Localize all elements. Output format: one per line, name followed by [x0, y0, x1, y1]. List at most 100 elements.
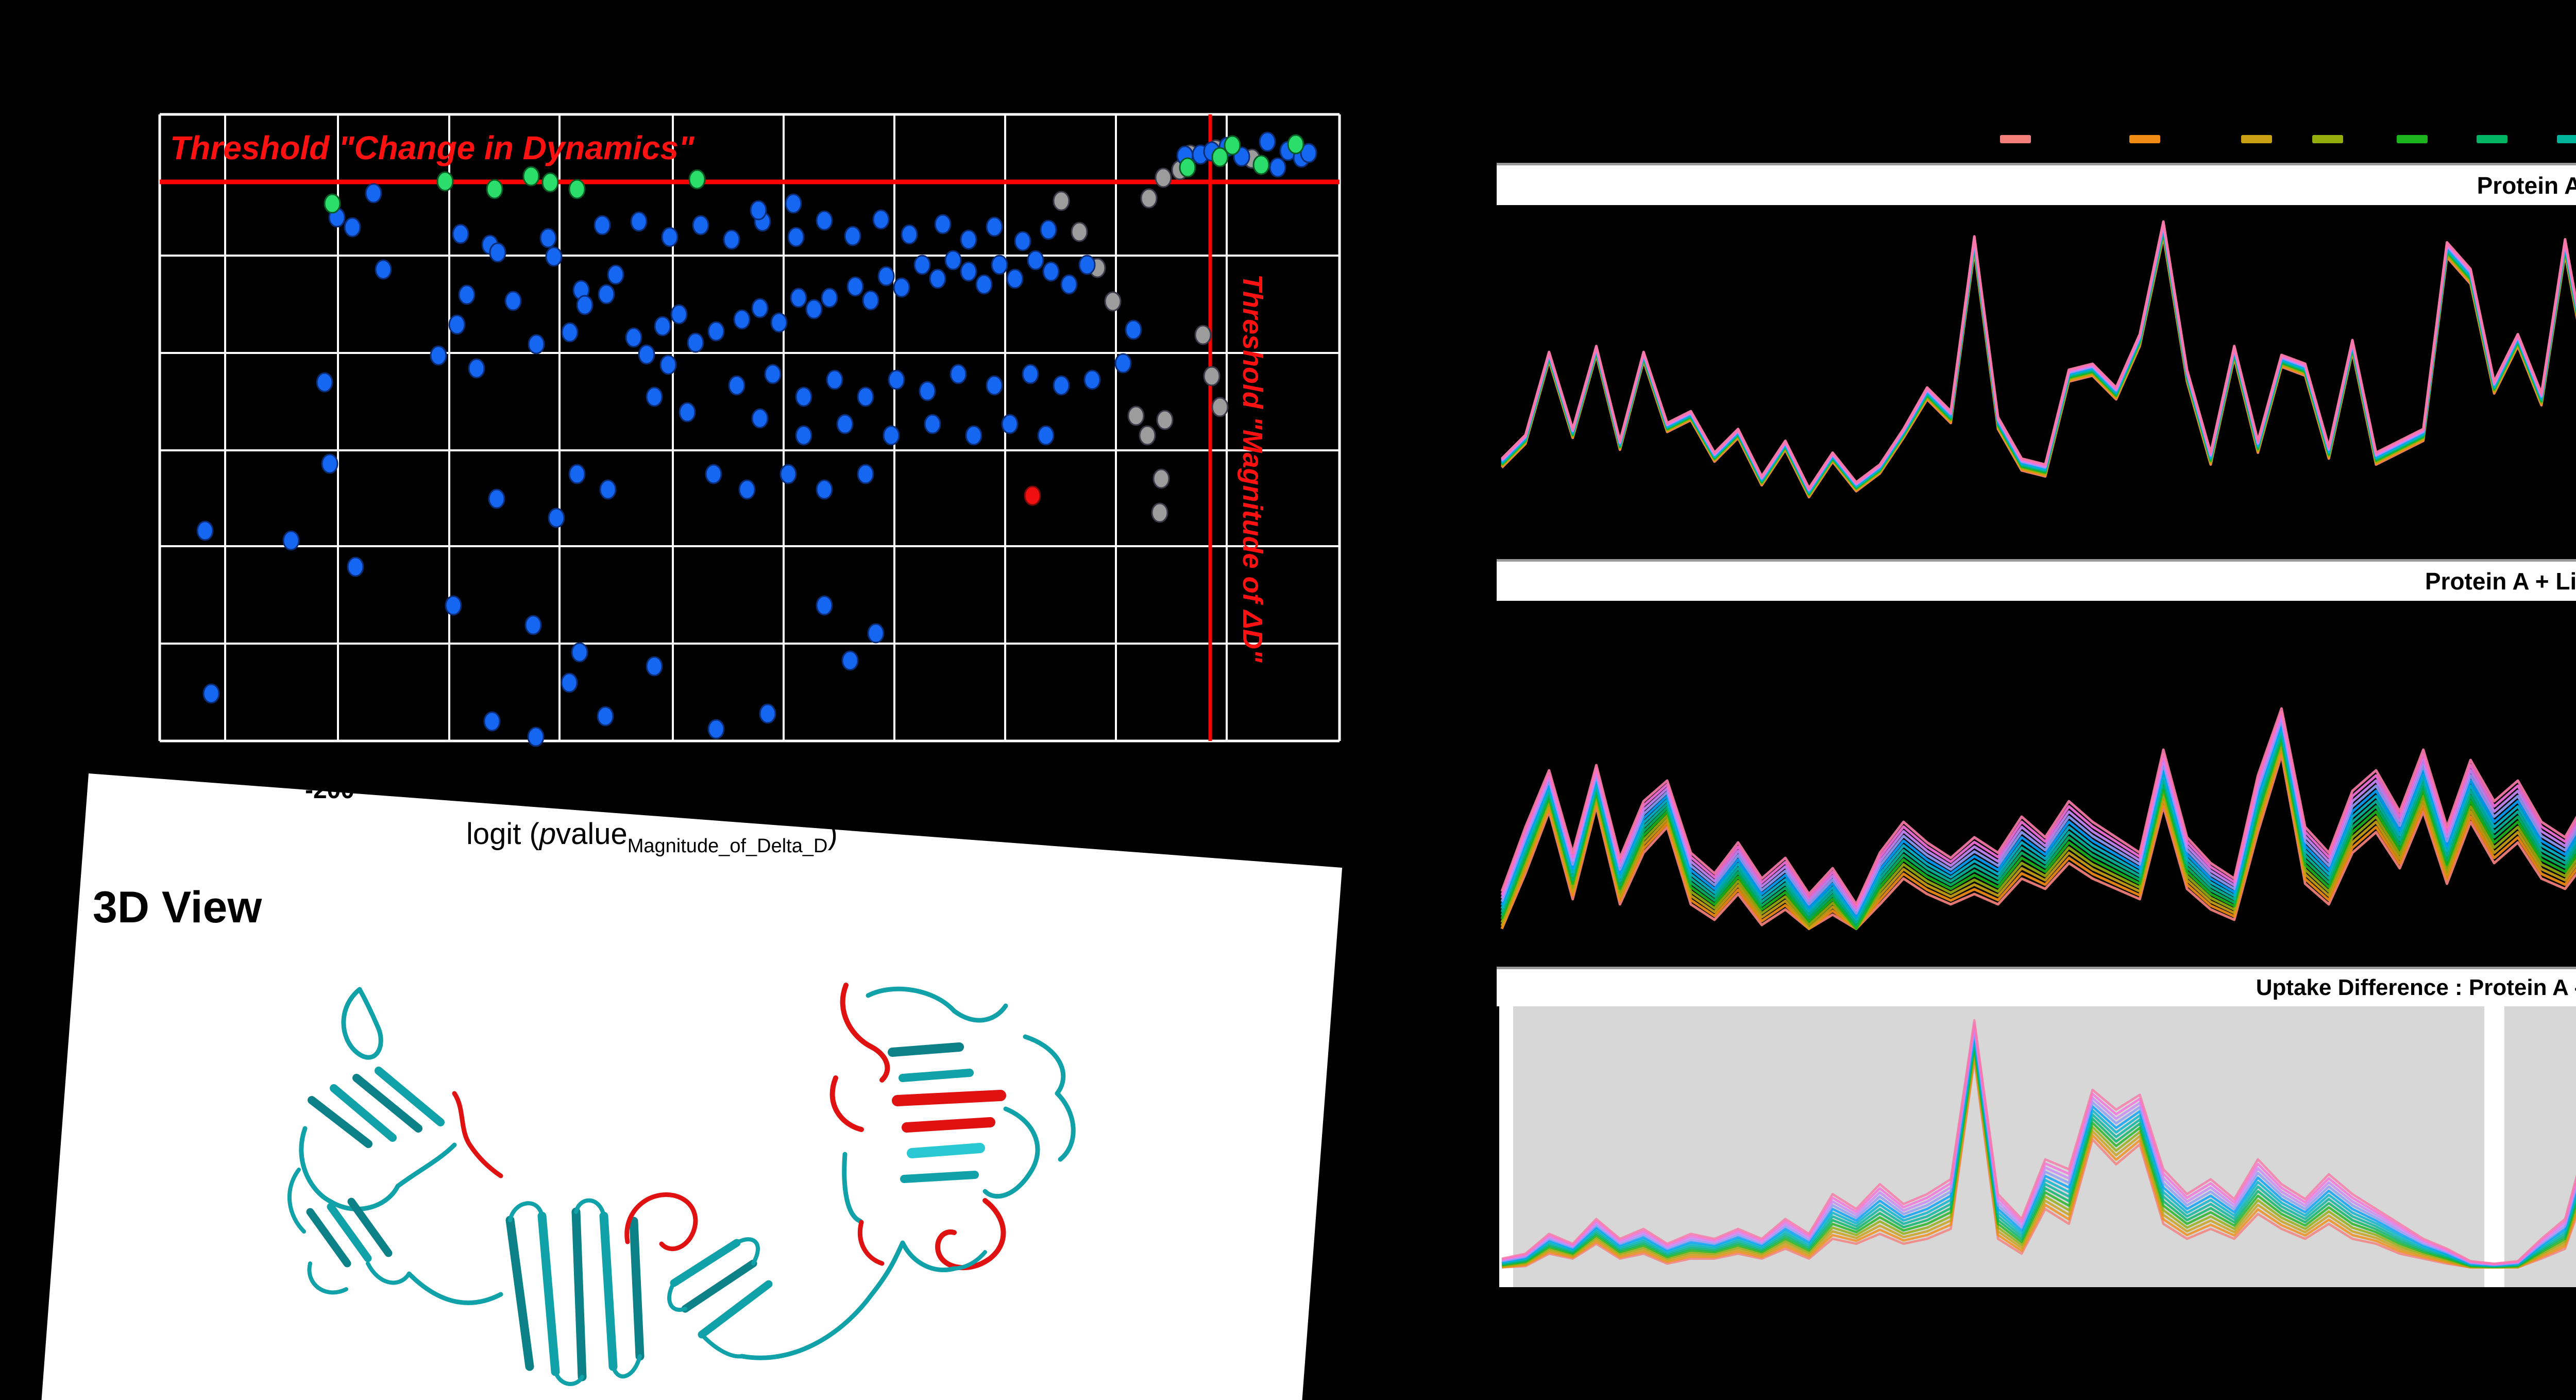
chart-title-protein-a-ligand: Protein A + Ligand [1497, 559, 2576, 601]
volcano-point-blue [1042, 261, 1060, 282]
volcano-point-blue [1022, 364, 1039, 384]
volcano-point-blue [196, 520, 214, 541]
legend-swatch-timepoint-4[interactable] [2312, 135, 2343, 143]
volcano-point-green [1287, 134, 1304, 155]
uptake-chart-protein-a-ligand[interactable] [1502, 603, 2576, 953]
volcano-point-blue [202, 683, 220, 704]
volcano-point-gray [1211, 397, 1229, 417]
volcano-point-blue [785, 193, 802, 214]
volcano-point-blue [1125, 319, 1142, 340]
volcano-point-blue [975, 274, 993, 295]
volcano-point-blue [594, 215, 611, 235]
volcano-plot[interactable] [160, 114, 1340, 741]
volcano-point-blue [960, 261, 977, 282]
volcano-point-blue [488, 488, 505, 509]
volcano-point-green [1179, 157, 1196, 178]
volcano-point-blue [888, 369, 905, 390]
volcano-point-blue [654, 316, 671, 336]
volcano-point-blue [1006, 268, 1024, 289]
legend-swatch-timepoint-3[interactable] [2241, 135, 2272, 143]
volcano-point-blue [867, 623, 885, 644]
volcano-point-blue [872, 209, 890, 230]
volcano-point-blue [913, 255, 931, 275]
volcano-point-blue [991, 255, 1008, 275]
volcano-point-green [1224, 135, 1241, 156]
uptake-series-line [1500, 742, 2576, 930]
chart-title-text: Uptake Difference : Protein A - (Protein… [2256, 975, 2576, 1000]
volcano-point-blue [759, 703, 776, 724]
protein-structure[interactable] [222, 974, 1123, 1400]
volcano-point-green [1252, 155, 1270, 175]
volcano-point-blue [1060, 274, 1078, 295]
uptake-series-line [1500, 730, 2576, 924]
volcano-point-blue [846, 276, 864, 297]
volcano-point-blue [723, 229, 740, 250]
volcano-point-blue [986, 375, 1003, 396]
chart-title-text: Protein A [2477, 172, 2576, 199]
legend-swatch-timepoint-2[interactable] [2129, 135, 2160, 143]
volcano-point-blue [448, 314, 466, 335]
volcano-point-green [486, 179, 503, 199]
volcano-point-blue [670, 304, 688, 325]
volcano-point-blue [638, 344, 655, 365]
volcano-point-gray [1053, 191, 1070, 211]
volcano-point-blue [625, 327, 642, 348]
volcano-point-blue [375, 259, 392, 280]
uptake-series-line [1500, 753, 2576, 930]
volcano-point-blue [816, 210, 833, 231]
volcano-point-blue [857, 386, 874, 407]
uptake-series-line [1500, 738, 2576, 930]
volcano-point-blue [705, 464, 722, 484]
uptake-series-line [1500, 734, 2576, 927]
volcano-point-blue [770, 312, 788, 333]
volcano-point-blue [844, 226, 861, 246]
volcano-point-blue [607, 264, 624, 285]
volcano-point-blue [489, 242, 506, 263]
protein-ribbon [287, 983, 1076, 1386]
chart-title-protein-a: Protein A [1497, 163, 2576, 205]
legend-swatch-timepoint-6[interactable] [2477, 135, 2507, 143]
volcano-point-green [436, 171, 454, 192]
legend-swatch-timepoint-5[interactable] [2397, 135, 2428, 143]
volcano-point-gray [1151, 502, 1168, 523]
volcano-point-gray [1104, 291, 1122, 312]
volcano-point-blue [1300, 143, 1317, 163]
volcano-point-blue [468, 358, 485, 379]
uptake-difference-chart[interactable] [1499, 1005, 2576, 1287]
volcano-point-blue [816, 479, 833, 500]
uptake-series-line [1500, 711, 2576, 909]
uptake-series-line [1500, 719, 2576, 915]
volcano-point-blue [365, 183, 382, 204]
uptake-series-line [1500, 715, 2576, 912]
legend-swatch-timepoint-1[interactable] [2000, 135, 2031, 143]
volcano-point-blue [986, 216, 1003, 237]
volcano-point-blue [561, 672, 578, 693]
chart-title-uptake-difference: Uptake Difference : Protein A - (Protein… [1497, 967, 2576, 1006]
volcano-point-green [688, 169, 706, 190]
volcano-point-blue [764, 364, 782, 384]
uptake-series-line [1501, 220, 2576, 490]
volcano-point-blue [599, 479, 617, 500]
volcano-point-gray [1156, 410, 1174, 430]
volcano-point-blue [751, 298, 769, 318]
legend-swatch-timepoint-7[interactable] [2557, 135, 2576, 143]
volcano-point-blue [1053, 375, 1070, 396]
volcano-point-blue [790, 288, 807, 308]
volcano-point-blue [1083, 369, 1101, 390]
volcano-point-blue [483, 711, 501, 732]
volcano-point-blue [841, 650, 859, 671]
volcano-point-green [541, 172, 559, 193]
uptake-series-line [1500, 727, 2576, 921]
volcano-point-blue [1027, 250, 1044, 271]
volcano-point-blue [646, 656, 663, 677]
volcano-point-blue [1259, 131, 1276, 152]
volcano-point-blue [733, 309, 751, 330]
uptake-chart-protein-a[interactable] [1502, 206, 2576, 546]
volcano-point-blue [282, 530, 300, 551]
volcano-point-blue [528, 334, 545, 355]
volcano-point-gray [1140, 188, 1158, 209]
volcano-point-blue [561, 322, 579, 343]
volcano-point-blue [821, 288, 838, 308]
